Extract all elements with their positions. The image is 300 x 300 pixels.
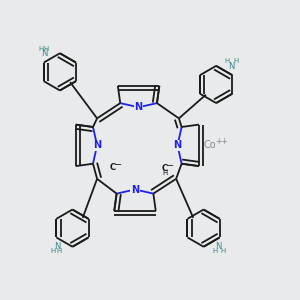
Text: N: N [54,242,60,251]
Text: H: H [162,170,168,176]
Text: H: H [212,248,217,254]
Text: H: H [50,248,55,254]
Text: H: H [44,46,49,52]
Text: H: H [233,58,238,64]
Text: H: H [220,248,225,254]
Text: N: N [173,140,181,150]
Text: Co: Co [204,140,216,151]
Text: N: N [134,102,143,112]
Text: H: H [56,248,61,254]
Text: H: H [38,46,43,52]
Text: H: H [225,58,230,64]
Text: ++: ++ [215,137,228,146]
Text: −: − [166,160,174,171]
Text: N: N [216,242,222,251]
Text: C: C [162,164,168,173]
Text: N: N [41,49,48,58]
Text: −: − [114,160,122,170]
Text: N: N [228,62,235,71]
Text: N: N [93,140,101,150]
Text: N: N [131,184,139,194]
Text: C: C [110,163,116,172]
